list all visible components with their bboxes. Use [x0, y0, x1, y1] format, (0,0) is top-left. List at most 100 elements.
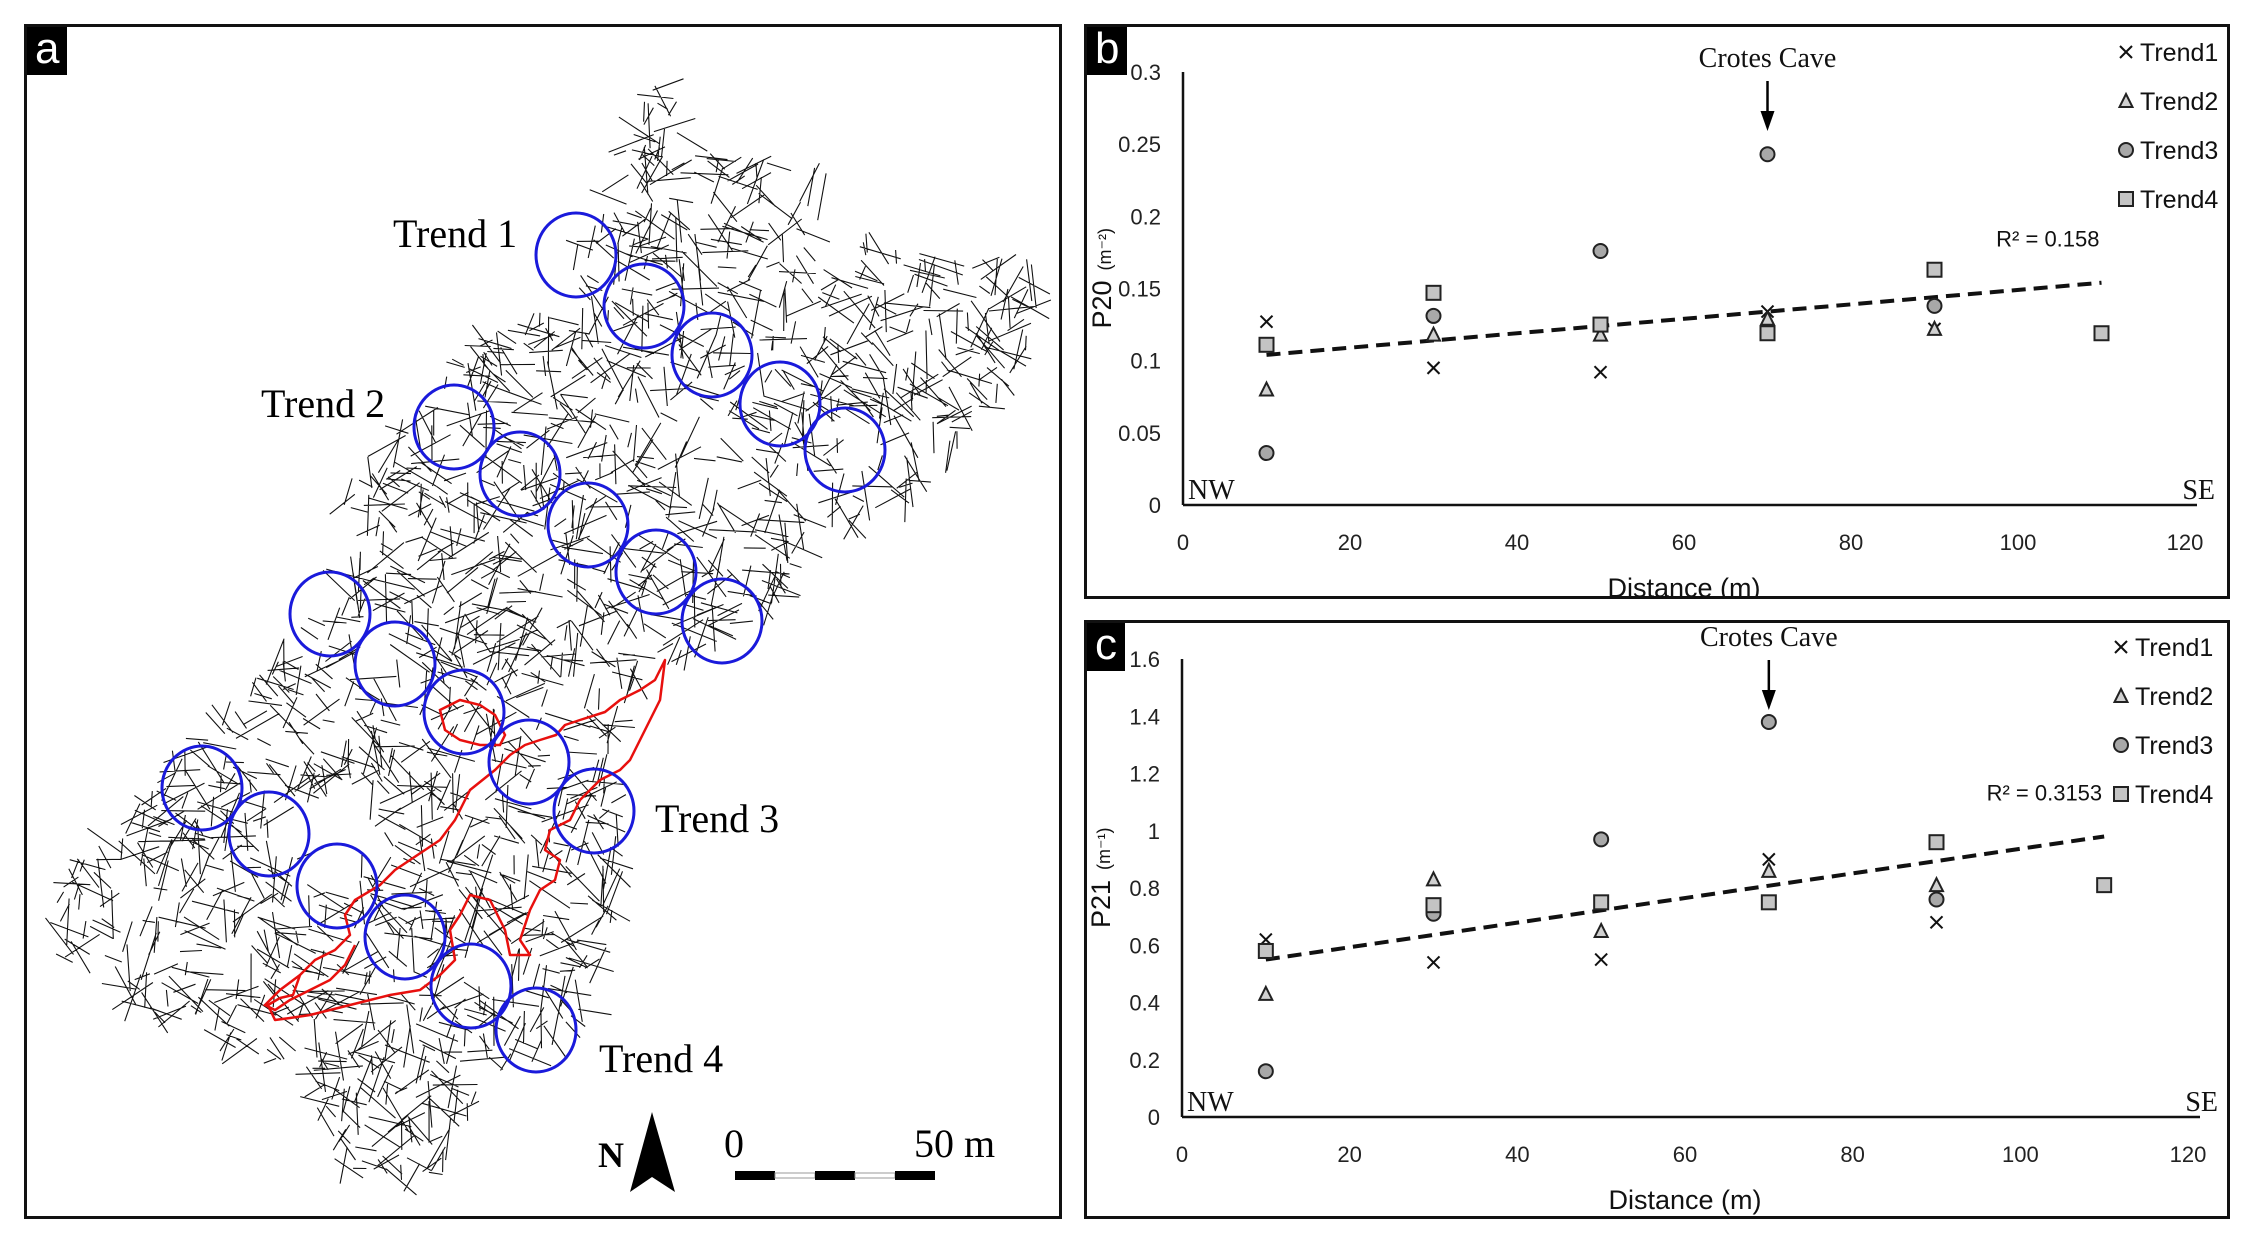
data-point-trend4: [1257, 942, 1274, 959]
fracture-map-panel: Trend 1 Trend 2 Trend 3 Trend 4 N 0 50 m…: [24, 24, 1062, 1219]
trend-label-1: Trend 1: [393, 211, 517, 256]
legend-label-trend4: Trend4: [2140, 186, 2218, 214]
scanline-circle-trend1: [602, 262, 686, 350]
p20-chart-panel: 0 0.05 0.1 0.15 0.2 0.25 0.3 0 20 40 60 80 100 120 Dis…: [1084, 24, 2230, 599]
y-tick-label: 0.25: [1118, 132, 1161, 157]
x-tick-label: 40: [1505, 1142, 1529, 1167]
scanline-circles: [160, 211, 887, 1074]
legend-label-trend3: Trend3: [2140, 137, 2218, 165]
x-axis-label: Distance (m): [1607, 573, 1760, 596]
scanline-circle-trend3: [353, 620, 437, 708]
x-stroke: [1929, 915, 1944, 930]
y-tick-label: 1.4: [1129, 704, 1160, 729]
data-point-trend3: [1257, 1063, 1274, 1080]
scanline-circle-trend4: [363, 893, 447, 981]
data-point-trend4: [1760, 894, 1777, 911]
data-point-trend2: [1760, 861, 1777, 878]
legend-marker-trend1: [2114, 640, 2128, 654]
x-axis-label: Distance (m): [1608, 1185, 1761, 1215]
trendline: [1265, 834, 2105, 962]
x-tick-label: 80: [1839, 530, 1863, 555]
scanline-circle-trend4: [494, 986, 578, 1074]
legend-label-trend1: Trend1: [2135, 634, 2213, 662]
y-tick-label: 0.1: [1130, 349, 1161, 374]
trend-labels: Trend 1 Trend 2 Trend 3 Trend 4: [261, 211, 779, 1081]
x-tick-label: 100: [2000, 530, 2037, 555]
y-tick-label: 1.6: [1129, 647, 1160, 672]
y-tick-label: 0.2: [1129, 1048, 1160, 1073]
y-tick-label: 0.3: [1130, 60, 1161, 85]
scale-segment: [815, 1171, 855, 1180]
data-point-trend2: [1258, 380, 1275, 397]
data-point-trend1: [1426, 955, 1441, 970]
y-axis-label: P21 (m⁻¹): [1087, 827, 1116, 928]
fracture-network: [45, 78, 1052, 1196]
data-point-trend4: [1592, 316, 1609, 333]
data-point-trend2: [1926, 319, 1943, 336]
data-point-trend3: [1928, 891, 1945, 908]
y-axis-label-unit: (m⁻²): [1095, 228, 1115, 270]
series-trend1: [1259, 304, 1942, 379]
x-stroke: [1593, 365, 1608, 379]
data-point-trend2: [1592, 325, 1609, 342]
series-trend2: [1258, 309, 1943, 397]
y-axis-label-name: P20: [1087, 280, 1117, 328]
x-tick-label: 0: [1176, 1142, 1188, 1167]
trend-label-4: Trend 4: [599, 1036, 723, 1081]
x-tick-label: 20: [1338, 530, 1362, 555]
data-point-trend1: [1426, 361, 1441, 375]
x-stroke: [1762, 852, 1776, 867]
y-tick-label: 1: [1148, 819, 1160, 844]
scale-segment: [774, 1172, 816, 1179]
data-point-trend4: [2093, 325, 2110, 342]
data-point-trend4: [1425, 284, 1442, 301]
p20-scatter-chart: 0 0.05 0.1 0.15 0.2 0.25 0.3 0 20 40 60 80 100 120 Dis…: [1087, 39, 2218, 596]
cave-passage: [266, 658, 667, 1022]
fracture-map: Trend 1 Trend 2 Trend 3 Trend 4 N 0 50 m: [45, 78, 1052, 1196]
x-stroke: [2119, 45, 2133, 59]
panel-tag-c: c: [1087, 623, 1125, 671]
cave-branch: [262, 944, 357, 1012]
scanline-circle-trend4: [295, 842, 379, 930]
y-tick-label: 0.05: [1118, 421, 1161, 446]
north-arrow: N: [598, 1112, 675, 1192]
scanline-circle-trend2: [614, 528, 698, 616]
r-squared-label: R² = 0.3153: [1987, 780, 2103, 805]
data-point-trend4: [1425, 897, 1442, 914]
legend-label-trend2: Trend2: [2140, 88, 2218, 116]
data-point-trend1: [1593, 365, 1608, 379]
data-point-trend4: [1759, 325, 1776, 342]
trendline: [1266, 280, 2102, 357]
north-label: N: [598, 1135, 624, 1175]
panel-tag-a: a: [27, 27, 68, 75]
legend-marker-trend2: [2112, 686, 2130, 703]
north-arrow-icon: [630, 1112, 675, 1192]
scanline-circle-trend2: [478, 430, 562, 518]
cave-chamber: [438, 698, 507, 747]
scanline-circle-trend3: [422, 668, 506, 756]
annotation-arrow-head-icon: [1760, 111, 1775, 131]
y-axis-label-unit: (m⁻¹): [1094, 827, 1114, 869]
scanline-circle-trend2: [412, 383, 496, 471]
data-point-trend2: [1593, 921, 1610, 938]
data-point-trend1: [1594, 952, 1608, 967]
x-tick-label: 20: [1337, 1142, 1361, 1167]
series-trend4: [1258, 261, 2110, 353]
legend-label-trend2: Trend2: [2135, 683, 2213, 711]
data-point-trend1: [1762, 852, 1776, 867]
y-tick-label: 0.6: [1129, 933, 1160, 958]
scanline-circle-trend3: [288, 570, 372, 658]
series-trend4: [1257, 834, 2113, 959]
crotes-cave-annotation: Crotes Cave: [1699, 43, 1837, 74]
annotation-arrow-head-icon: [1761, 690, 1776, 710]
x-tick-label: 60: [1673, 1142, 1697, 1167]
y-tick-label: 0.4: [1129, 991, 1160, 1016]
x-tick-label: 120: [2170, 1142, 2207, 1167]
data-point-trend3: [1759, 146, 1776, 163]
legend-label-trend1: Trend1: [2140, 39, 2218, 67]
data-point-trend1: [1259, 314, 1274, 329]
x-tick-label: 40: [1505, 530, 1529, 555]
y-tick-label: 0: [1149, 493, 1161, 518]
x-tick-label: 120: [2167, 530, 2204, 555]
data-point-trend3: [1592, 242, 1609, 259]
